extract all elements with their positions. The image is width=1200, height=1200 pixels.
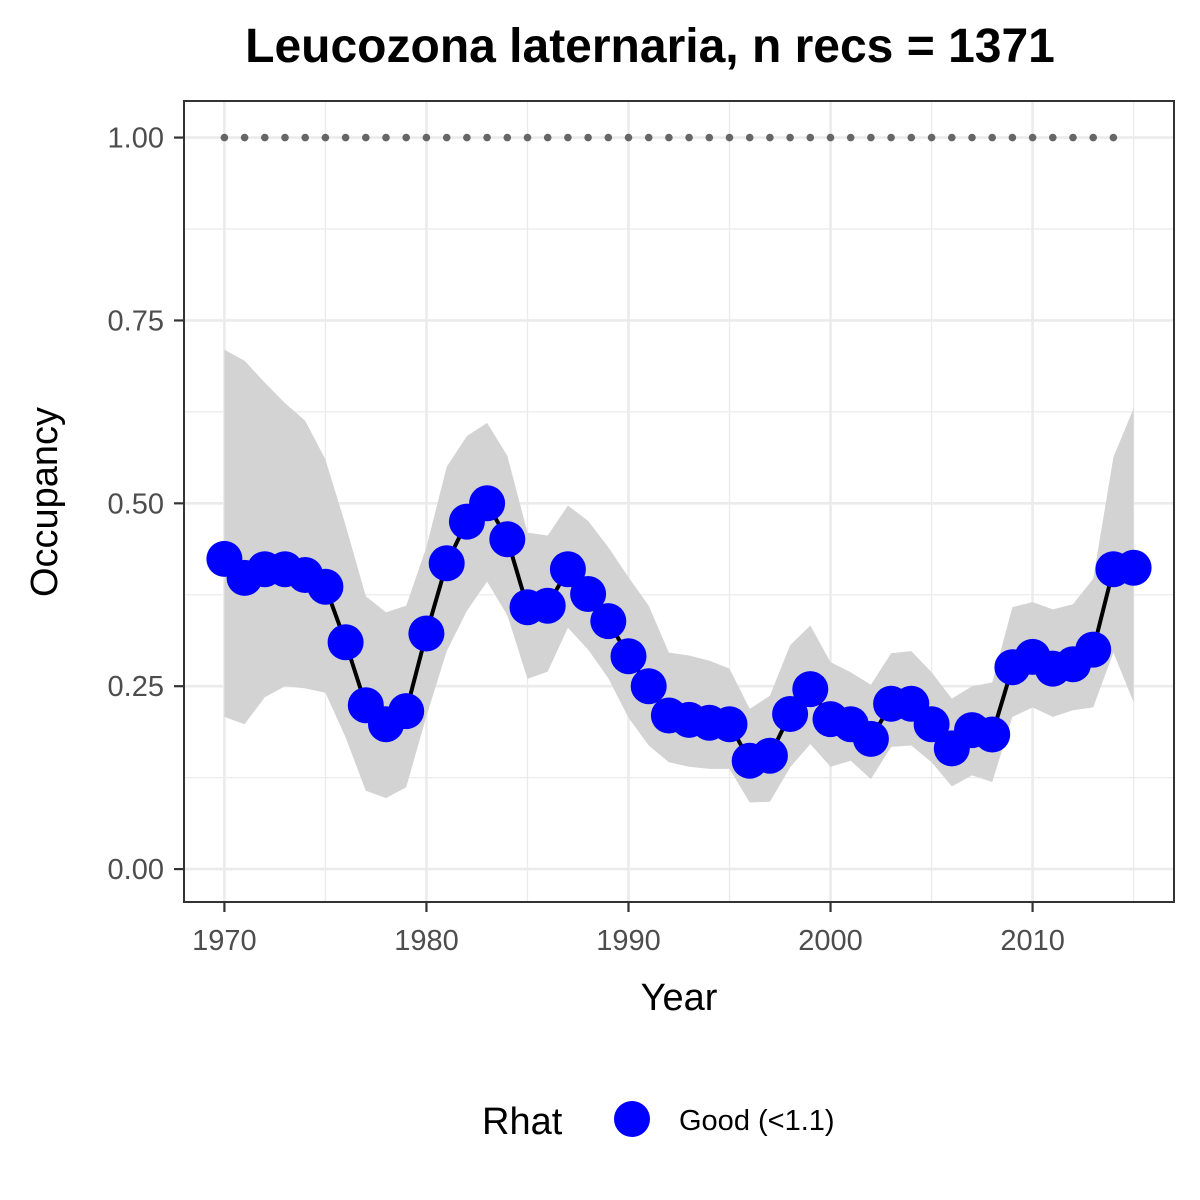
x-tick-label: 1980 (394, 925, 459, 957)
reference-dot (1089, 133, 1097, 142)
reference-dot (261, 133, 269, 142)
reference-dot (382, 133, 390, 142)
occupancy-point (711, 706, 748, 743)
occupancy-point (610, 638, 647, 675)
reference-dot (584, 133, 592, 142)
reference-dot (362, 133, 370, 142)
occupancy-point (549, 551, 586, 588)
reference-dot (463, 133, 471, 142)
occupancy-point (772, 696, 809, 732)
x-axis: 1970 1980 1990 2000 2010 (192, 902, 1065, 957)
reference-dot (786, 133, 794, 142)
x-tick-label: 1990 (596, 925, 661, 957)
reference-dot (826, 133, 835, 142)
reference-dot (523, 133, 532, 142)
occupancy-point (307, 568, 344, 605)
occupancy-point (630, 668, 667, 705)
reference-dot (442, 133, 451, 142)
occupancy-point (570, 576, 607, 612)
reference-dot (644, 133, 653, 142)
reference-dot (907, 133, 916, 142)
reference-dot (1028, 133, 1037, 142)
reference-dot (624, 133, 633, 142)
reference-dot (543, 133, 552, 142)
y-tick-label: 0.75 (108, 305, 164, 337)
reference-dot (745, 133, 754, 142)
occupancy-point (852, 720, 889, 757)
reference-dot (281, 133, 289, 142)
reference-dot (240, 133, 249, 142)
reference-dot (685, 133, 693, 142)
y-tick-label: 1.00 (108, 123, 164, 155)
reference-dot (948, 133, 956, 142)
occupancy-point (408, 615, 445, 652)
reference-dot (887, 133, 895, 142)
reference-dot (604, 133, 613, 142)
reference-dot (341, 133, 350, 142)
occupancy-point (751, 737, 788, 774)
reference-dot (321, 133, 330, 142)
occupancy-point (428, 545, 465, 582)
occupancy-point (913, 706, 950, 743)
reference-dot (665, 133, 673, 142)
reference-line-layer (220, 133, 1118, 142)
occupancy-point (590, 603, 627, 640)
reference-dot (968, 133, 976, 142)
legend-key-good (614, 1101, 650, 1137)
occupancy-point (469, 485, 506, 522)
occupancy-point (974, 716, 1011, 753)
reference-dot (402, 133, 411, 142)
y-axis: 0.00 0.25 0.50 0.75 1.00 (108, 123, 184, 886)
occupancy-point (388, 693, 425, 730)
reference-dot (846, 133, 855, 142)
y-axis-title: Occupancy (24, 407, 66, 597)
occupancy-point (489, 521, 526, 558)
reference-dot (725, 133, 734, 142)
y-tick-label: 0.00 (108, 854, 164, 886)
reference-dot (988, 133, 996, 142)
x-tick-label: 2000 (798, 925, 863, 957)
reference-dot (806, 133, 815, 142)
y-tick-label: 0.50 (108, 488, 164, 520)
occupancy-point (327, 624, 364, 661)
chart-title: Leucozona laternaria, n recs = 1371 (245, 20, 1055, 73)
occupancy-point (1115, 549, 1152, 586)
reference-dot (766, 133, 774, 142)
reference-dot (927, 133, 936, 142)
occupancy-points-layer (206, 485, 1152, 779)
reference-dot (1008, 133, 1017, 142)
y-tick-label: 0.25 (108, 671, 164, 703)
legend: Rhat Good (<1.1) (482, 1101, 835, 1143)
reference-dot (1049, 133, 1057, 142)
reference-dot (422, 133, 431, 142)
reference-dot (301, 133, 310, 142)
reference-dot (705, 133, 714, 142)
grid (184, 101, 1174, 902)
reference-dot (867, 133, 875, 142)
legend-label-good: Good (<1.1) (679, 1105, 835, 1137)
reference-dot (564, 133, 572, 142)
reference-dot (503, 133, 512, 142)
reference-dot (220, 133, 229, 142)
x-tick-label: 1970 (192, 925, 257, 957)
occupancy-point (529, 587, 566, 624)
occupancy-point (792, 671, 829, 708)
reference-dot (1109, 133, 1118, 142)
reference-dot (1069, 133, 1077, 142)
x-axis-title: Year (641, 977, 718, 1019)
reference-dot (483, 133, 491, 142)
x-tick-label: 2010 (1000, 925, 1065, 957)
panel-border (183, 100, 1175, 903)
occupancy-point (1075, 631, 1112, 668)
legend-title: Rhat (482, 1101, 563, 1143)
